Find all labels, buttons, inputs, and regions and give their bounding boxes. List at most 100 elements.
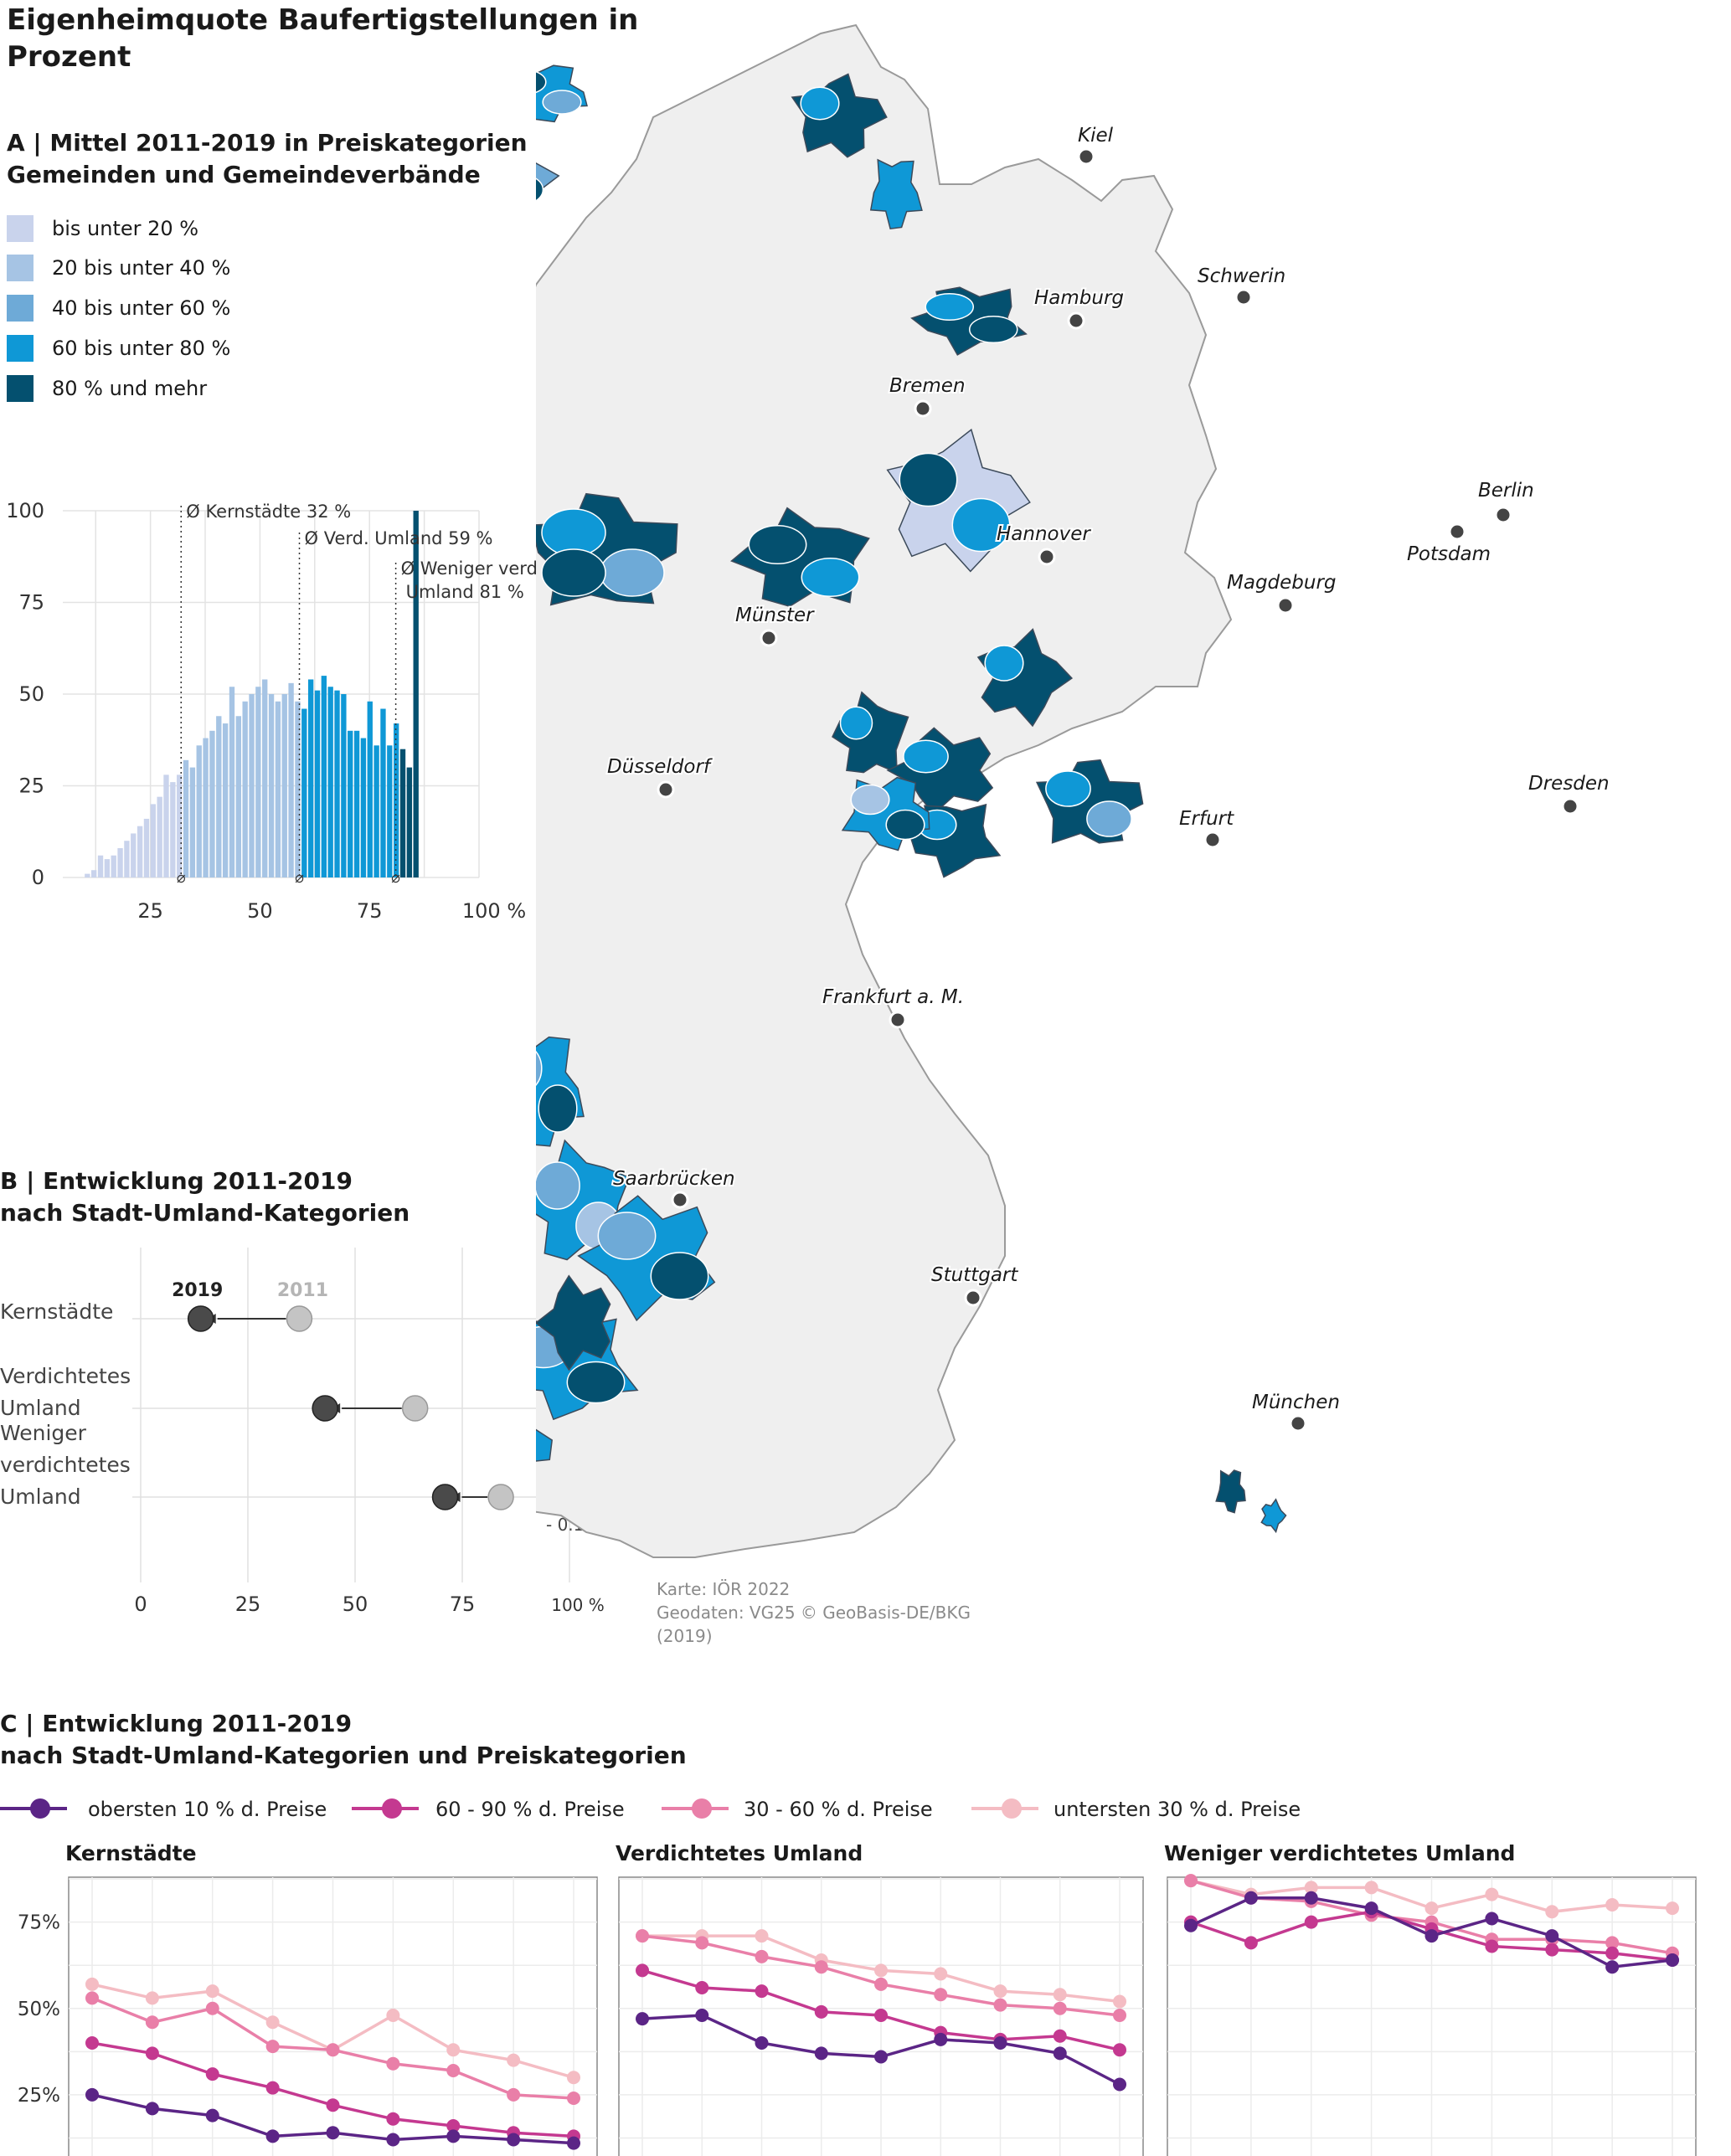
line-series-point <box>1424 1929 1439 1943</box>
map-subregion <box>541 548 606 597</box>
line-series-point <box>874 1977 888 1991</box>
dumbbell-category-label: Umland <box>0 1485 81 1509</box>
line-panel-title: Kernstädte <box>65 1841 197 1865</box>
dumbbell-point-2019 <box>187 1305 214 1332</box>
line-series-point <box>1053 1988 1067 2002</box>
histogram-bar <box>281 694 287 877</box>
map-subregion <box>899 452 958 507</box>
line-series-point <box>814 1960 828 1974</box>
histogram-bar <box>341 694 347 877</box>
map-regions <box>536 64 1287 1534</box>
line-series-point <box>145 1991 159 2005</box>
line-series-point <box>1304 1881 1318 1895</box>
line-series-point <box>1485 1887 1499 1901</box>
section-c-heading-line1: C | Entwicklung 2011-2019 <box>0 1710 353 1737</box>
map-subregion <box>969 316 1018 343</box>
map-cities: Kiel Hamburg Schwerin Bremen Berlin Potsdam Ha… <box>605 123 1611 1433</box>
legend-swatch-1 <box>7 215 33 242</box>
city-label: Berlin <box>1478 480 1534 502</box>
line-panels-chart: obersten 10 % d. Preise 60 - 90 % d. Prei… <box>0 1798 1697 2156</box>
dumbbell-x-tick: 25 <box>235 1593 261 1616</box>
line-series-point <box>507 2133 521 2147</box>
map-credit-1: Karte: IÖR 2022 <box>657 1579 791 1599</box>
histogram-bar <box>170 782 176 877</box>
city-marker <box>1276 596 1295 615</box>
section-a-heading-line2: Gemeinden und Gemeindeverbände <box>7 161 481 188</box>
legend-label-3: 40 bis unter 60 % <box>52 296 231 320</box>
legend-item-4: 60 bis unter 80 % <box>7 334 230 363</box>
legend-label-5: 80 % und mehr <box>52 377 208 400</box>
histogram-bar <box>334 690 340 877</box>
line-panel-y-tick: 25% <box>18 2085 60 2107</box>
line-series-point <box>205 2001 219 2015</box>
histogram-bar <box>157 796 162 877</box>
city-marker <box>1038 548 1056 566</box>
line-series-point <box>1304 1915 1318 1929</box>
line-series-point <box>386 2112 400 2126</box>
line-series-point <box>205 2067 219 2081</box>
line-series-point <box>1485 1939 1499 1953</box>
map-region <box>1215 1469 1246 1514</box>
city-label: Schwerin <box>1198 265 1285 287</box>
dumbbell-point-2019 <box>312 1395 338 1422</box>
histogram-mean-marker: ⌀ <box>391 869 400 887</box>
map-subregion <box>566 1361 626 1404</box>
histogram-bar <box>235 716 241 877</box>
line-series-point <box>1364 1901 1378 1916</box>
line-series-point <box>265 2129 280 2143</box>
histogram-bar <box>288 682 294 877</box>
line-series-point <box>1113 2077 1126 2092</box>
line-series-point <box>205 2108 219 2123</box>
map-credit-2: Geodaten: VG25 © GeoBasis-DE/BKG (2019) <box>657 1603 971 1646</box>
line-series-point <box>386 2056 400 2071</box>
city-label: Frankfurt a. M. <box>822 986 964 1008</box>
histogram-bar <box>413 511 419 877</box>
dumbbell-category-label: verdichtetes <box>0 1453 131 1477</box>
line-panel-title: Weniger verdichtetes Umland <box>1164 1841 1515 1865</box>
dumbbell-year-2019: 2019 <box>172 1280 223 1301</box>
line-legend-dot <box>1002 1798 1022 1819</box>
line-legend-dot <box>382 1798 402 1819</box>
city-marker <box>1067 311 1085 330</box>
map-subregion <box>600 548 665 597</box>
map-subregion <box>800 86 840 121</box>
line-series-point <box>567 2136 580 2150</box>
line-series-point <box>1605 1898 1620 1912</box>
city-marker <box>889 1011 907 1029</box>
dumbbell-x-tick: 100 % <box>551 1595 605 1615</box>
line-legend-dot <box>30 1798 50 1819</box>
histogram-ref-label: Ø Weniger verd. <box>401 558 544 579</box>
city-marker <box>1561 797 1579 816</box>
line-series-point <box>205 1984 219 1999</box>
map-subregion <box>538 1084 578 1133</box>
line-series-point <box>1113 2009 1126 2022</box>
line-series-point <box>1666 1901 1679 1916</box>
line-panel-title: Verdichtetes Umland <box>616 1841 863 1865</box>
city-marker <box>1289 1414 1307 1433</box>
histogram-y-tick: 0 <box>32 866 44 889</box>
map-subregion <box>885 809 925 841</box>
city-label: Hamburg <box>1034 287 1124 309</box>
histogram-bar <box>97 855 104 877</box>
histogram-bar <box>268 694 275 877</box>
line-series-point <box>507 2087 521 2102</box>
city-label: Dresden <box>1528 773 1610 795</box>
city-label: Bremen <box>889 375 966 397</box>
line-series-point <box>874 2050 888 2064</box>
line-series-point <box>1605 1946 1620 1960</box>
histogram-bar <box>348 730 353 877</box>
histogram-bar <box>177 774 183 877</box>
histogram-ref-label-2: Umland 81 % <box>406 582 524 602</box>
map-region <box>536 1274 611 1371</box>
city-marker <box>671 1191 689 1209</box>
line-series-point <box>934 1988 948 2002</box>
histogram-bar <box>209 730 215 877</box>
histogram-bar <box>150 804 156 877</box>
histogram-bar <box>380 708 386 877</box>
line-series-point <box>1053 2029 1067 2043</box>
histogram-bar <box>353 730 360 877</box>
line-series-point <box>85 1977 99 1991</box>
histogram-bar <box>301 708 307 877</box>
dumbbell-point-2011 <box>487 1484 514 1510</box>
histogram-x-tick: 25 <box>137 899 163 923</box>
